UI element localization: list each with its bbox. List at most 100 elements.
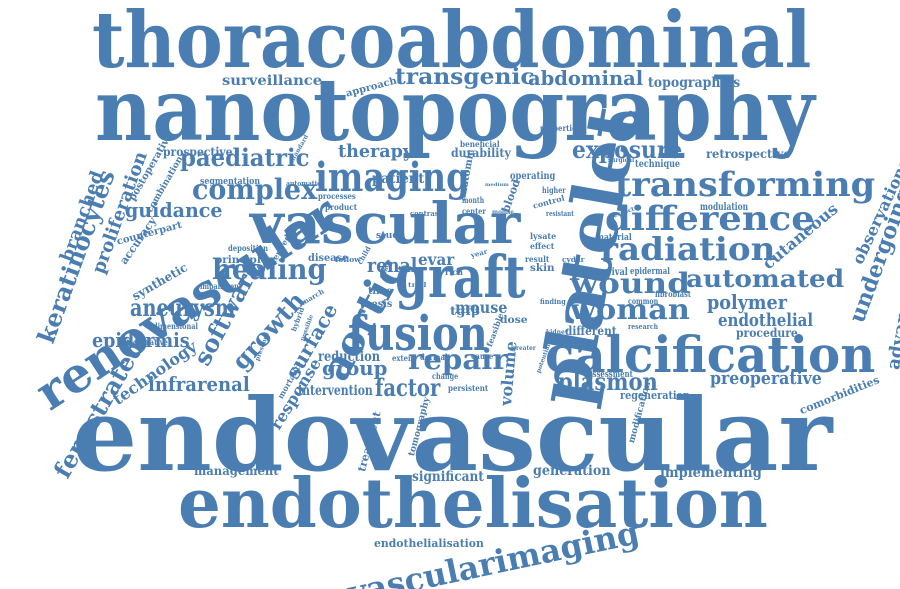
cloud-word: tgfβ: [450, 304, 481, 318]
cloud-word: thoracoabdominal: [92, 0, 812, 86]
cloud-word: infrarenal: [148, 372, 250, 396]
cloud-word: wound: [570, 267, 691, 300]
cloud-word: material: [596, 233, 632, 243]
cloud-word: change: [432, 371, 459, 381]
cloud-word: group: [322, 356, 388, 380]
cloud-word: nanotopography: [95, 60, 815, 161]
cloud-word: trial: [408, 282, 427, 289]
cloud-word: resistant: [546, 209, 574, 218]
cloud-word: advanced: [883, 274, 900, 372]
cloud-word: exposure: [572, 135, 683, 164]
cloud-word: impairment: [200, 281, 242, 291]
cloud-word: regeneration: [620, 389, 690, 402]
cloud-word: durability: [451, 146, 511, 160]
cloud-word: processes: [318, 191, 356, 201]
cloud-word: disease: [308, 253, 349, 264]
cloud-word: finding: [540, 297, 566, 306]
cloud-word: significant: [412, 469, 484, 485]
cloud-word: month: [462, 195, 485, 205]
cloud-word: thesis: [360, 299, 393, 310]
cloud-word: kidney: [546, 329, 569, 336]
cloud-word: mobile: [492, 209, 514, 216]
cloud-word: product: [325, 202, 358, 212]
cloud-word: principle: [215, 255, 268, 266]
cloud-word: research: [628, 322, 659, 331]
cloud-word: transforming: [615, 165, 876, 205]
cloud-word: contrast: [410, 209, 442, 218]
cloud-word: abdominal: [528, 66, 644, 90]
cloud-word: imaging: [315, 154, 470, 201]
cloud-word: segmentation: [200, 177, 261, 187]
cloud-word: greater: [512, 345, 536, 352]
cloud-word: endothelialisation: [374, 537, 484, 550]
cloud-word: preoperative: [710, 368, 822, 389]
cloud-word: persistent: [448, 383, 489, 393]
cloud-word: complex: [192, 173, 318, 206]
cloud-word: implementing: [660, 465, 762, 481]
cloud-word: management: [194, 464, 279, 478]
cloud-word: deposition: [228, 243, 269, 253]
cloud-word: beneficial: [460, 139, 500, 149]
cloud-word: properties: [540, 123, 581, 133]
cloud-word: endothelisation: [178, 464, 768, 544]
cloud-word: paediatric: [180, 143, 310, 172]
cloud-word: polymer: [707, 290, 787, 314]
cloud-word: study: [376, 231, 405, 241]
cloud-word: fibroblast: [655, 289, 691, 299]
cloud-word: medium: [485, 182, 509, 188]
cloud-word: fusion: [348, 306, 488, 362]
cloud-word: assessment: [588, 370, 633, 380]
cloud-word: common: [628, 296, 659, 306]
cloud-word: automatic: [286, 179, 321, 188]
cloud-word: graft: [395, 243, 526, 311]
cloud-word: retrospective: [706, 147, 791, 161]
cloud-word: extent: [392, 353, 417, 363]
cloud-word: reduction: [318, 349, 381, 365]
cloud-word: factor: [375, 373, 441, 402]
cloud-word: calcification: [545, 325, 876, 384]
cloud-word: center: [462, 206, 486, 216]
cloud-word: guidance: [125, 198, 223, 222]
cloud-word: vascular: [250, 191, 521, 257]
cloud-word: repair: [408, 343, 508, 376]
cloud-word: survival: [592, 267, 628, 278]
cloud-word: technique: [635, 159, 681, 170]
cloud-word: dose: [500, 315, 528, 326]
cloud-word: higher: [542, 185, 566, 195]
cloud-word: healing: [212, 253, 327, 286]
cloud-word: rich: [445, 267, 463, 277]
cloud-word: mouse: [455, 298, 508, 317]
cloud-word: procedure: [736, 326, 798, 340]
cloud-word: perioperative: [118, 337, 168, 347]
cloud-word: cause: [471, 351, 494, 361]
cloud-word: skin: [530, 263, 555, 274]
cloud-word: modulation: [700, 202, 749, 213]
cloud-word: topographies: [648, 75, 741, 91]
cloud-word: follow: [335, 255, 361, 264]
cloud-word: surveillance: [222, 73, 323, 89]
cloud-word: automated: [686, 264, 845, 293]
cloud-word: evar: [418, 250, 455, 269]
cloud-word: generation: [533, 463, 611, 479]
cloud-word: lysate: [530, 231, 557, 241]
cloud-word: woman: [570, 293, 690, 326]
cloud-word: epidermal: [630, 267, 670, 277]
cloud-word: cydar: [562, 255, 585, 264]
cloud-word: plasmon: [558, 367, 658, 396]
cloud-word: radiation: [600, 230, 776, 268]
cloud-word: endothelial: [718, 310, 814, 331]
cloud-word: dermal: [420, 352, 448, 362]
cloud-word: patient: [372, 171, 425, 187]
cloud-word: surgical: [608, 157, 635, 164]
cloud-word: endovascular: [72, 376, 833, 494]
cloud-word: transgenic: [395, 64, 535, 90]
cloud-word: time: [368, 286, 393, 297]
cloud-word: renal: [367, 253, 418, 277]
cloud-word: therapy: [338, 141, 414, 162]
cloud-word: dimensional: [153, 321, 198, 331]
cloud-word: different: [565, 324, 617, 338]
cloud-word: epidermis: [92, 328, 190, 352]
cloud-word: result: [525, 254, 550, 264]
cloud-word: operating: [510, 171, 556, 182]
